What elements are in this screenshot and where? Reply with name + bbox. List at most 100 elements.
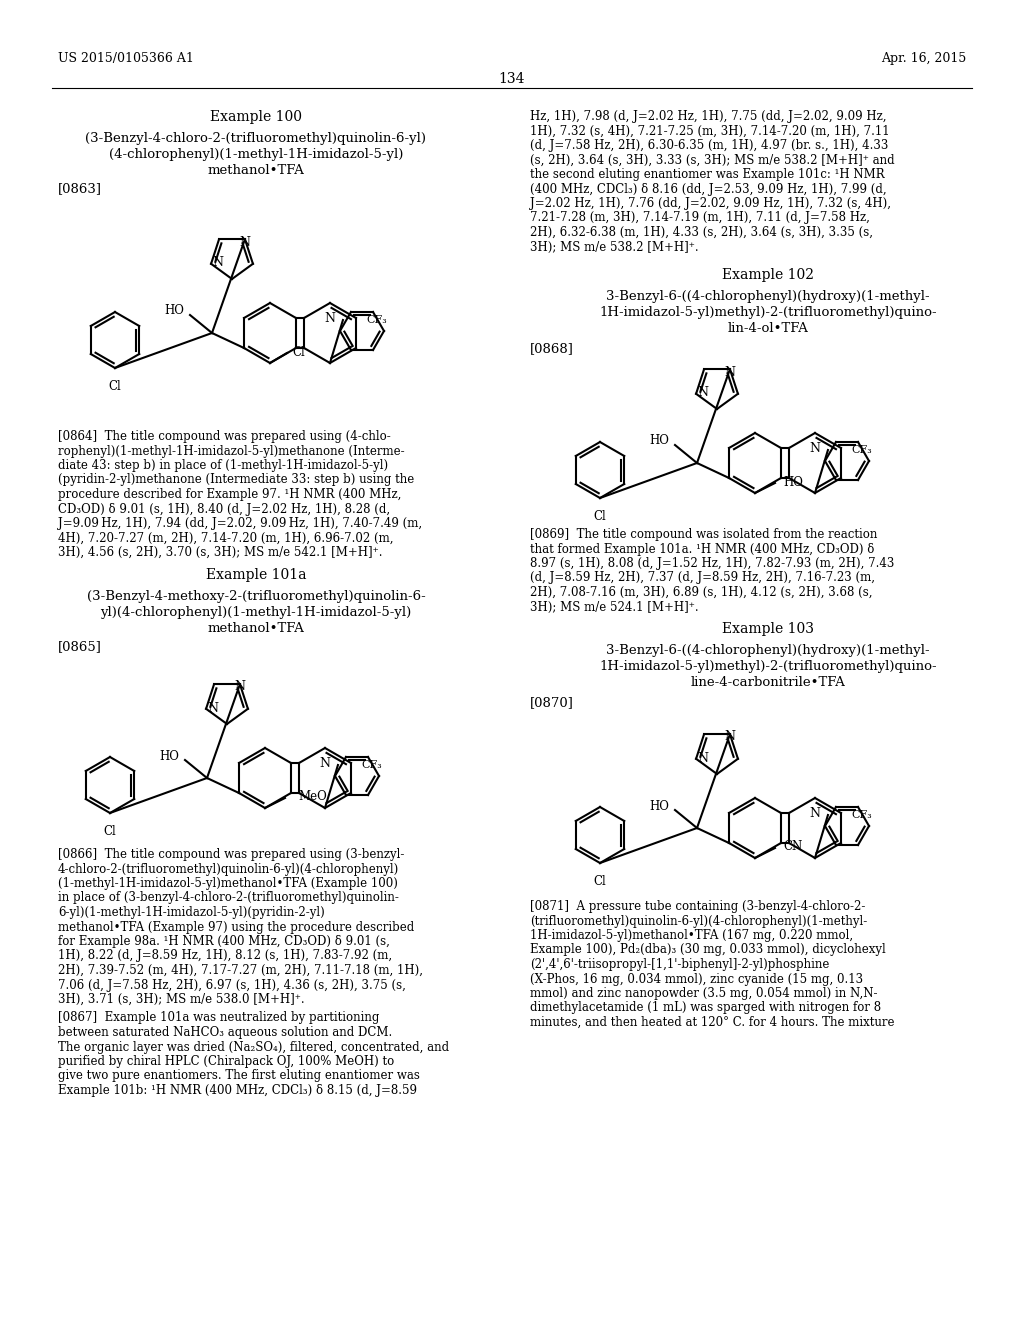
Text: 1H), 7.32 (s, 4H), 7.21-7.25 (m, 3H), 7.14-7.20 (m, 1H), 7.11: 1H), 7.32 (s, 4H), 7.21-7.25 (m, 3H), 7.… — [530, 124, 890, 137]
Text: methanol•TFA: methanol•TFA — [208, 164, 304, 177]
Text: N: N — [234, 681, 246, 693]
Text: that formed Example 101a. ¹H NMR (400 MHz, CD₃OD) δ: that formed Example 101a. ¹H NMR (400 MH… — [530, 543, 874, 556]
Text: 1H-imidazol-5-yl)methyl)-2-(trifluoromethyl)quino-: 1H-imidazol-5-yl)methyl)-2-(trifluoromet… — [599, 306, 937, 319]
Text: Hz, 1H), 7.98 (d, J=2.02 Hz, 1H), 7.75 (dd, J=2.02, 9.09 Hz,: Hz, 1H), 7.98 (d, J=2.02 Hz, 1H), 7.75 (… — [530, 110, 887, 123]
Text: (s, 2H), 3.64 (s, 3H), 3.33 (s, 3H); MS m/e 538.2 [M+H]⁺ and: (s, 2H), 3.64 (s, 3H), 3.33 (s, 3H); MS … — [530, 153, 895, 166]
Text: (2',4',6'-triisopropyl-[1,1'-biphenyl]-2-yl)phosphine: (2',4',6'-triisopropyl-[1,1'-biphenyl]-2… — [530, 958, 829, 972]
Text: CD₃OD) δ 9.01 (s, 1H), 8.40 (d, J=2.02 Hz, 1H), 8.28 (d,: CD₃OD) δ 9.01 (s, 1H), 8.40 (d, J=2.02 H… — [58, 503, 390, 516]
Text: N: N — [810, 807, 820, 820]
Text: 2H), 7.39-7.52 (m, 4H), 7.17-7.27 (m, 2H), 7.11-7.18 (m, 1H),: 2H), 7.39-7.52 (m, 4H), 7.17-7.27 (m, 2H… — [58, 964, 423, 977]
Text: procedure described for Example 97. ¹H NMR (400 MHz,: procedure described for Example 97. ¹H N… — [58, 488, 401, 502]
Text: for Example 98a. ¹H NMR (400 MHz, CD₃OD) δ 9.01 (s,: for Example 98a. ¹H NMR (400 MHz, CD₃OD)… — [58, 935, 390, 948]
Text: The organic layer was dried (Na₂SO₄), filtered, concentrated, and: The organic layer was dried (Na₂SO₄), fi… — [58, 1040, 450, 1053]
Text: (d, J=8.59 Hz, 2H), 7.37 (d, J=8.59 Hz, 2H), 7.16-7.23 (m,: (d, J=8.59 Hz, 2H), 7.37 (d, J=8.59 Hz, … — [530, 572, 874, 585]
Text: HO: HO — [649, 434, 669, 447]
Text: 3H), 3.71 (s, 3H); MS m/e 538.0 [M+H]⁺.: 3H), 3.71 (s, 3H); MS m/e 538.0 [M+H]⁺. — [58, 993, 304, 1006]
Text: 3-Benzyl-6-((4-chlorophenyl)(hydroxy)(1-methyl-: 3-Benzyl-6-((4-chlorophenyl)(hydroxy)(1-… — [606, 644, 930, 657]
Text: N: N — [697, 387, 709, 400]
Text: (pyridin-2-yl)methanone (Intermediate 33: step b) using the: (pyridin-2-yl)methanone (Intermediate 33… — [58, 474, 415, 487]
Text: methanol•TFA (Example 97) using the procedure described: methanol•TFA (Example 97) using the proc… — [58, 920, 415, 933]
Text: (3-Benzyl-4-chloro-2-(trifluoromethyl)quinolin-6-yl): (3-Benzyl-4-chloro-2-(trifluoromethyl)qu… — [85, 132, 427, 145]
Text: line-4-carbonitrile•TFA: line-4-carbonitrile•TFA — [690, 676, 846, 689]
Text: [0868]: [0868] — [530, 342, 573, 355]
Text: Cl: Cl — [103, 825, 117, 838]
Text: 1H-imidazol-5-yl)methyl)-2-(trifluoromethyl)quino-: 1H-imidazol-5-yl)methyl)-2-(trifluoromet… — [599, 660, 937, 673]
Text: 134: 134 — [499, 73, 525, 86]
Text: Example 101a: Example 101a — [206, 568, 306, 582]
Text: 2H), 7.08-7.16 (m, 3H), 6.89 (s, 1H), 4.12 (s, 2H), 3.68 (s,: 2H), 7.08-7.16 (m, 3H), 6.89 (s, 1H), 4.… — [530, 586, 872, 599]
Text: [0869]  The title compound was isolated from the reaction: [0869] The title compound was isolated f… — [530, 528, 878, 541]
Text: N: N — [697, 751, 709, 764]
Text: yl)(4-chlorophenyl)(1-methyl-1H-imidazol-5-yl): yl)(4-chlorophenyl)(1-methyl-1H-imidazol… — [100, 606, 412, 619]
Text: Example 103: Example 103 — [722, 622, 814, 636]
Text: Example 102: Example 102 — [722, 268, 814, 282]
Text: Example 100), Pd₂(dba)₃ (30 mg, 0.033 mmol), dicyclohexyl: Example 100), Pd₂(dba)₃ (30 mg, 0.033 mm… — [530, 944, 886, 957]
Text: [0870]: [0870] — [530, 696, 573, 709]
Text: CN: CN — [783, 841, 802, 854]
Text: Apr. 16, 2015: Apr. 16, 2015 — [881, 51, 966, 65]
Text: 3-Benzyl-6-((4-chlorophenyl)(hydroxy)(1-methyl-: 3-Benzyl-6-((4-chlorophenyl)(hydroxy)(1-… — [606, 290, 930, 304]
Text: Example 100: Example 100 — [210, 110, 302, 124]
Text: N: N — [725, 730, 735, 743]
Text: N: N — [240, 235, 251, 248]
Text: N: N — [319, 756, 331, 770]
Text: [0867]  Example 101a was neutralized by partitioning: [0867] Example 101a was neutralized by p… — [58, 1011, 379, 1024]
Text: HO: HO — [164, 305, 184, 318]
Text: 2H), 6.32-6.38 (m, 1H), 4.33 (s, 2H), 3.64 (s, 3H), 3.35 (s,: 2H), 6.32-6.38 (m, 1H), 4.33 (s, 2H), 3.… — [530, 226, 873, 239]
Text: in place of (3-benzyl-4-chloro-2-(trifluoromethyl)quinolin-: in place of (3-benzyl-4-chloro-2-(triflu… — [58, 891, 399, 904]
Text: Cl: Cl — [109, 380, 122, 393]
Text: Example 101b: ¹H NMR (400 MHz, CDCl₃) δ 8.15 (d, J=8.59: Example 101b: ¹H NMR (400 MHz, CDCl₃) δ … — [58, 1084, 417, 1097]
Text: MeO: MeO — [298, 791, 327, 804]
Text: [0864]  The title compound was prepared using (4-chlo-: [0864] The title compound was prepared u… — [58, 430, 391, 444]
Text: diate 43: step b) in place of (1-methyl-1H-imidazol-5-yl): diate 43: step b) in place of (1-methyl-… — [58, 459, 388, 473]
Text: (400 MHz, CDCl₃) δ 8.16 (dd, J=2.53, 9.09 Hz, 1H), 7.99 (d,: (400 MHz, CDCl₃) δ 8.16 (dd, J=2.53, 9.0… — [530, 182, 887, 195]
Text: (3-Benzyl-4-methoxy-2-(trifluoromethyl)quinolin-6-: (3-Benzyl-4-methoxy-2-(trifluoromethyl)q… — [87, 590, 425, 603]
Text: 8.97 (s, 1H), 8.08 (d, J=1.52 Hz, 1H), 7.82-7.93 (m, 2H), 7.43: 8.97 (s, 1H), 8.08 (d, J=1.52 Hz, 1H), 7… — [530, 557, 894, 570]
Text: N: N — [208, 701, 218, 714]
Text: between saturated NaHCO₃ aqueous solution and DCM.: between saturated NaHCO₃ aqueous solutio… — [58, 1026, 392, 1039]
Text: dimethylacetamide (1 mL) was sparged with nitrogen for 8: dimethylacetamide (1 mL) was sparged wit… — [530, 1002, 881, 1015]
Text: minutes, and then heated at 120° C. for 4 hours. The mixture: minutes, and then heated at 120° C. for … — [530, 1016, 895, 1030]
Text: 3H); MS m/e 524.1 [M+H]⁺.: 3H); MS m/e 524.1 [M+H]⁺. — [530, 601, 698, 614]
Text: N: N — [325, 312, 336, 325]
Text: 3H); MS m/e 538.2 [M+H]⁺.: 3H); MS m/e 538.2 [M+H]⁺. — [530, 240, 698, 253]
Text: J=9.09 Hz, 1H), 7.94 (dd, J=2.02, 9.09 Hz, 1H), 7.40-7.49 (m,: J=9.09 Hz, 1H), 7.94 (dd, J=2.02, 9.09 H… — [58, 517, 422, 531]
Text: Cl: Cl — [292, 346, 305, 359]
Text: give two pure enantiomers. The first eluting enantiomer was: give two pure enantiomers. The first elu… — [58, 1069, 420, 1082]
Text: (1-methyl-1H-imidazol-5-yl)methanol•TFA (Example 100): (1-methyl-1H-imidazol-5-yl)methanol•TFA … — [58, 876, 398, 890]
Text: Cl: Cl — [594, 875, 606, 888]
Text: 3H), 4.56 (s, 2H), 3.70 (s, 3H); MS m/e 542.1 [M+H]⁺.: 3H), 4.56 (s, 2H), 3.70 (s, 3H); MS m/e … — [58, 546, 383, 558]
Text: CF₃: CF₃ — [366, 315, 387, 325]
Text: US 2015/0105366 A1: US 2015/0105366 A1 — [58, 51, 194, 65]
Text: (4-chlorophenyl)(1-methyl-1H-imidazol-5-yl): (4-chlorophenyl)(1-methyl-1H-imidazol-5-… — [109, 148, 403, 161]
Text: purified by chiral HPLC (Chiralpack OJ, 100% MeOH) to: purified by chiral HPLC (Chiralpack OJ, … — [58, 1055, 394, 1068]
Text: Cl: Cl — [594, 510, 606, 523]
Text: N: N — [810, 442, 820, 455]
Text: CF₃: CF₃ — [361, 760, 382, 770]
Text: 1H), 8.22 (d, J=8.59 Hz, 1H), 8.12 (s, 1H), 7.83-7.92 (m,: 1H), 8.22 (d, J=8.59 Hz, 1H), 8.12 (s, 1… — [58, 949, 392, 962]
Text: CF₃: CF₃ — [851, 445, 871, 455]
Text: [0866]  The title compound was prepared using (3-benzyl-: [0866] The title compound was prepared u… — [58, 847, 404, 861]
Text: mmol) and zinc nanopowder (3.5 mg, 0.054 mmol) in N,N-: mmol) and zinc nanopowder (3.5 mg, 0.054… — [530, 987, 878, 1001]
Text: methanol•TFA: methanol•TFA — [208, 622, 304, 635]
Text: 1H-imidazol-5-yl)methanol•TFA (167 mg, 0.220 mmol,: 1H-imidazol-5-yl)methanol•TFA (167 mg, 0… — [530, 929, 853, 942]
Text: lin-4-ol•TFA: lin-4-ol•TFA — [728, 322, 808, 335]
Text: (X-Phos, 16 mg, 0.034 mmol), zinc cyanide (15 mg, 0.13: (X-Phos, 16 mg, 0.034 mmol), zinc cyanid… — [530, 973, 863, 986]
Text: HO: HO — [159, 750, 179, 763]
Text: 6-yl)(1-methyl-1H-imidazol-5-yl)(pyridin-2-yl): 6-yl)(1-methyl-1H-imidazol-5-yl)(pyridin… — [58, 906, 325, 919]
Text: HO: HO — [783, 475, 803, 488]
Text: [0871]  A pressure tube containing (3-benzyl-4-chloro-2-: [0871] A pressure tube containing (3-ben… — [530, 900, 865, 913]
Text: [0863]: [0863] — [58, 182, 102, 195]
Text: 7.21-7.28 (m, 3H), 7.14-7.19 (m, 1H), 7.11 (d, J=7.58 Hz,: 7.21-7.28 (m, 3H), 7.14-7.19 (m, 1H), 7.… — [530, 211, 869, 224]
Text: (d, J=7.58 Hz, 2H), 6.30-6.35 (m, 1H), 4.97 (br. s., 1H), 4.33: (d, J=7.58 Hz, 2H), 6.30-6.35 (m, 1H), 4… — [530, 139, 889, 152]
Text: J=2.02 Hz, 1H), 7.76 (dd, J=2.02, 9.09 Hz, 1H), 7.32 (s, 4H),: J=2.02 Hz, 1H), 7.76 (dd, J=2.02, 9.09 H… — [530, 197, 891, 210]
Text: HO: HO — [649, 800, 669, 813]
Text: CF₃: CF₃ — [851, 810, 871, 820]
Text: (trifluoromethyl)quinolin-6-yl)(4-chlorophenyl)(1-methyl-: (trifluoromethyl)quinolin-6-yl)(4-chloro… — [530, 915, 867, 928]
Text: 4H), 7.20-7.27 (m, 2H), 7.14-7.20 (m, 1H), 6.96-7.02 (m,: 4H), 7.20-7.27 (m, 2H), 7.14-7.20 (m, 1H… — [58, 532, 393, 544]
Text: N: N — [213, 256, 223, 269]
Text: [0865]: [0865] — [58, 640, 101, 653]
Text: N: N — [725, 366, 735, 379]
Text: 7.06 (d, J=7.58 Hz, 2H), 6.97 (s, 1H), 4.36 (s, 2H), 3.75 (s,: 7.06 (d, J=7.58 Hz, 2H), 6.97 (s, 1H), 4… — [58, 978, 406, 991]
Text: rophenyl)(1-methyl-1H-imidazol-5-yl)methanone (Interme-: rophenyl)(1-methyl-1H-imidazol-5-yl)meth… — [58, 445, 404, 458]
